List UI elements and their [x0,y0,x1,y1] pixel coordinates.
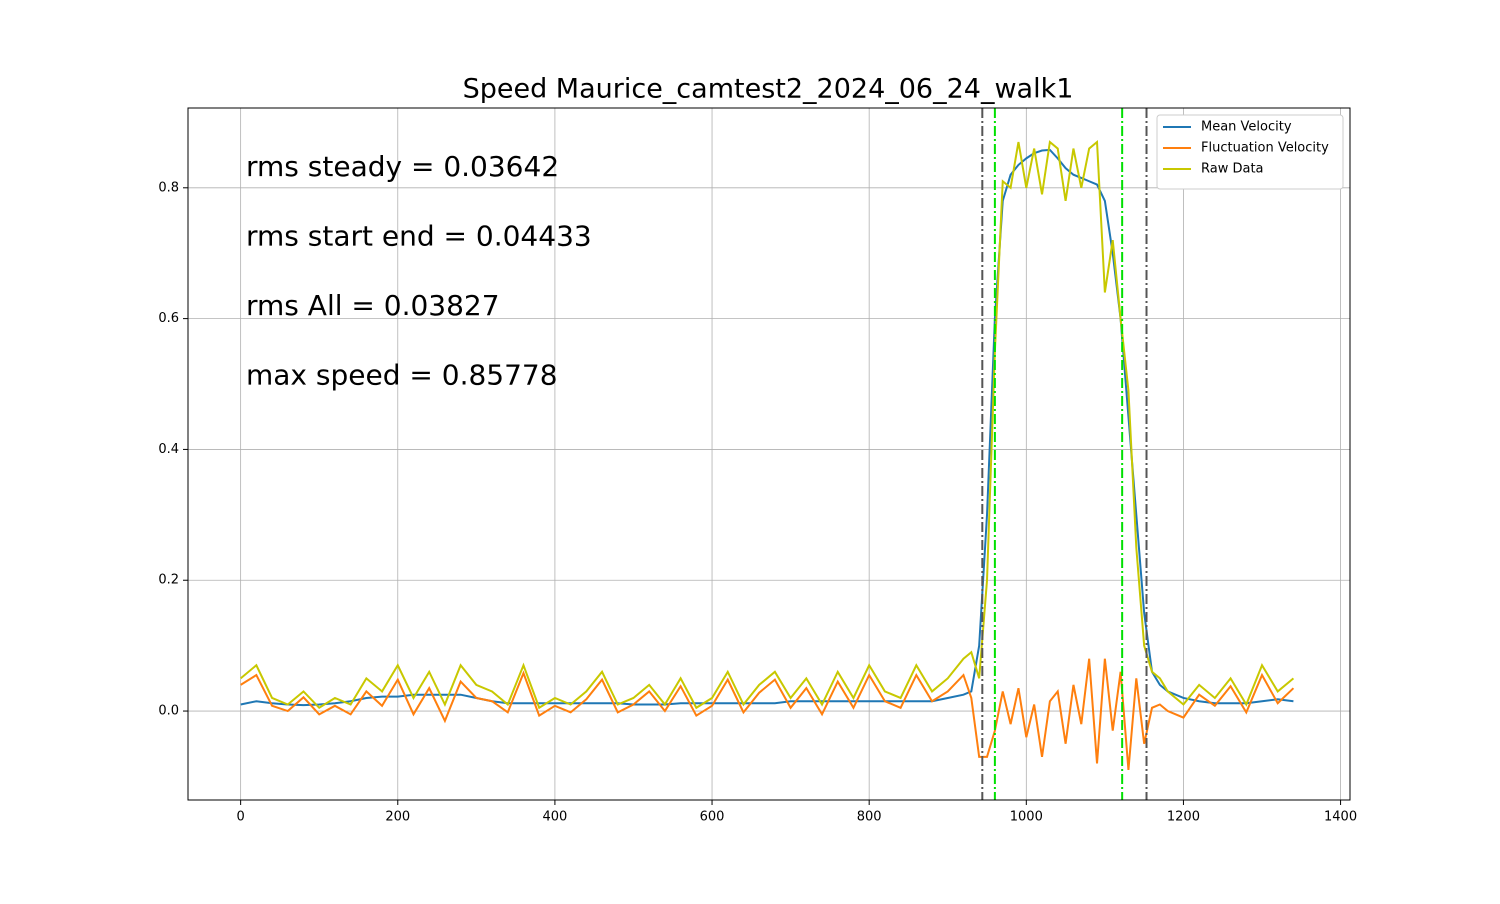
plot-frame [187,107,1351,801]
x-tick-label: 1200 [1167,810,1200,825]
legend-label: Raw Data [1201,162,1264,177]
legend-label: Fluctuation Velocity [1201,141,1329,156]
y-tick-label: 0.0 [158,704,179,719]
x-tick-label: 600 [700,810,725,825]
chart-title: Speed Maurice_camtest2_2024_06_24_walk1 [463,74,1074,105]
y-tick-label: 0.2 [158,573,179,588]
annotation: rms start end = 0.04433 [246,220,592,253]
annotation: max speed = 0.85778 [246,359,558,392]
x-tick-label: 1000 [1010,810,1043,825]
x-tick-label: 400 [542,810,567,825]
data-line [240,658,1295,770]
data-line [240,148,1294,707]
plot-area [240,108,1295,800]
annotation: rms steady = 0.03642 [246,150,559,183]
data-line [240,139,1295,710]
x-tick-label: 200 [385,810,410,825]
y-tick-label: 0.8 [158,180,179,195]
annotation: rms All = 0.03827 [246,289,500,322]
y-tick-label: 0.4 [158,442,179,457]
x-tick-label: 800 [857,810,882,825]
legend-label: Mean Velocity [1201,120,1292,135]
legend-box [1156,114,1344,190]
x-tick-label: 0 [236,810,244,825]
x-tick-label: 1400 [1324,810,1357,825]
y-tick-label: 0.6 [158,311,179,326]
